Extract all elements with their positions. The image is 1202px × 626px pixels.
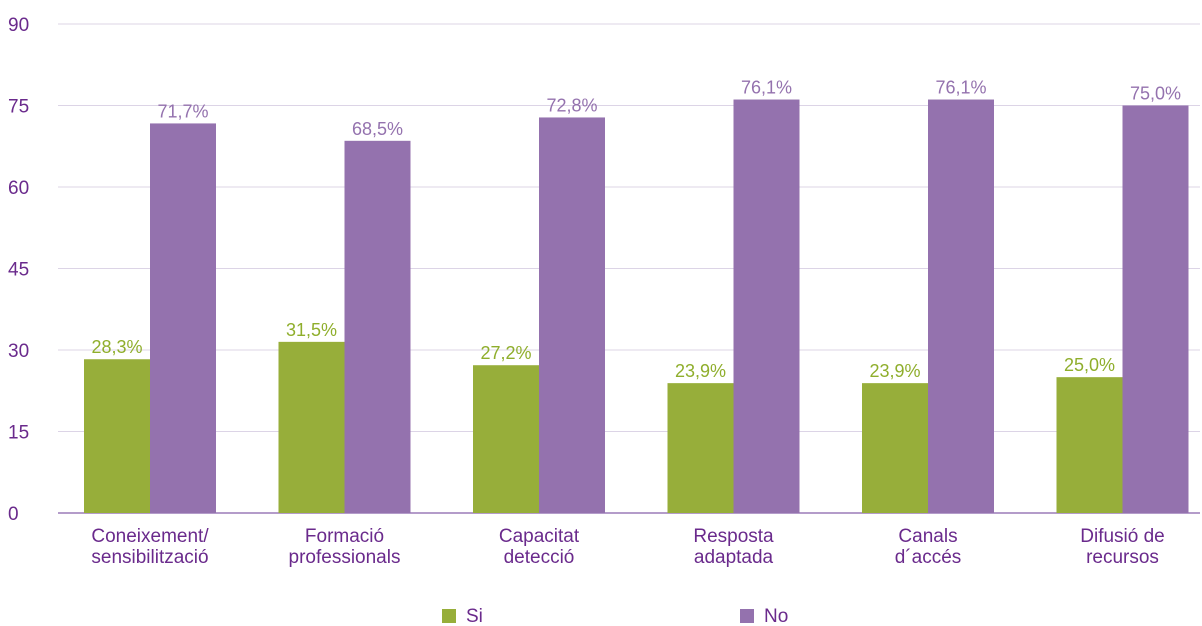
data-labels: 28,3% 71,7% 31,5% 68,5% 27,2% 72,8% 23,9% 76,1%… (91, 78, 1181, 382)
y-tick-label: 30 (8, 341, 29, 362)
category-label: sensibilització (91, 547, 208, 568)
bar-si-6 (1057, 377, 1123, 513)
bar-no-2 (345, 141, 411, 513)
data-label-si-1: 28,3% (91, 337, 142, 357)
data-label-no-1: 71,7% (157, 101, 208, 121)
y-tick-label: 90 (8, 15, 29, 36)
category-label: detecció (504, 547, 575, 568)
data-label-si-3: 27,2% (480, 343, 531, 363)
data-label-no-5: 76,1% (935, 78, 986, 98)
data-label-si-6: 25,0% (1064, 355, 1115, 375)
bar-no-6 (1123, 106, 1189, 514)
y-tick-label: 0 (8, 504, 19, 525)
category-label: Resposta (693, 526, 774, 547)
data-label-no-3: 72,8% (546, 95, 597, 115)
data-label-si-2: 31,5% (286, 320, 337, 340)
bar-no-3 (539, 117, 605, 513)
legend-swatch-si (442, 609, 456, 623)
y-tick-label: 15 (8, 423, 29, 444)
category-label: recursos (1086, 547, 1159, 568)
bar-si-1 (84, 359, 150, 513)
category-label: d´accés (895, 547, 962, 568)
bars (84, 100, 1189, 513)
category-label: Capacitat (499, 526, 580, 547)
category-label: professionals (289, 547, 401, 568)
y-tick-label: 60 (8, 178, 29, 199)
bar-si-5 (862, 383, 928, 513)
y-axis-tick-labels: 0 15 30 45 60 75 90 (8, 15, 29, 525)
category-label: Canals (898, 526, 957, 547)
data-label-no-6: 75,0% (1130, 84, 1181, 104)
legend-label-no: No (764, 606, 788, 626)
category-label: adaptada (694, 547, 774, 568)
bar-no-4 (734, 100, 800, 513)
bar-no-5 (928, 100, 994, 513)
bar-no-1 (150, 123, 216, 513)
category-label: Coneixement/ (91, 526, 209, 547)
bar-si-2 (279, 342, 345, 513)
category-label: Difusió de (1080, 526, 1165, 547)
x-axis-category-labels: Coneixement/sensibilització Formacióprofe… (91, 526, 1164, 568)
bar-si-4 (668, 383, 734, 513)
y-tick-label: 45 (8, 260, 29, 281)
legend-label-si: Si (466, 606, 483, 626)
data-label-no-2: 68,5% (352, 119, 403, 139)
data-label-si-5: 23,9% (869, 361, 920, 381)
bar-si-3 (473, 365, 539, 513)
category-label: Formació (305, 526, 384, 547)
data-label-no-4: 76,1% (741, 78, 792, 98)
data-label-si-4: 23,9% (675, 361, 726, 381)
y-tick-label: 75 (8, 97, 29, 118)
legend-swatch-no (740, 609, 754, 623)
grid-lines (58, 24, 1200, 513)
legend: Si No (442, 606, 788, 626)
